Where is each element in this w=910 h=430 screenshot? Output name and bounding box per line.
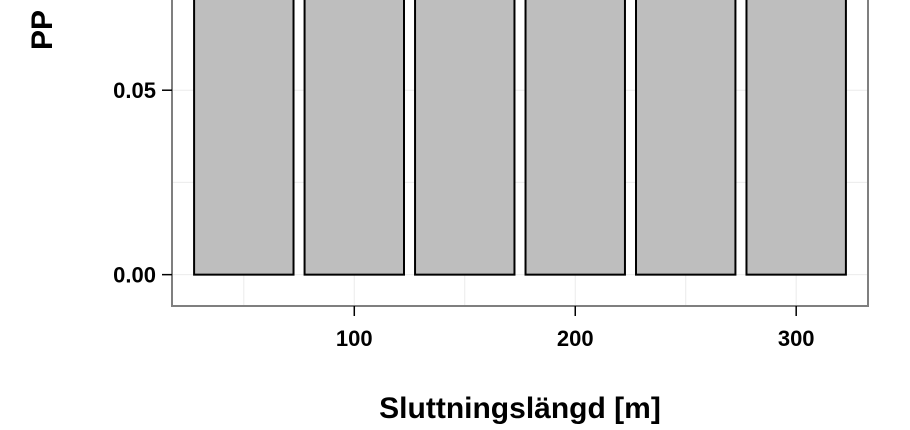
y-tick-label: 0.00 — [113, 263, 156, 288]
panel-border — [171, 0, 869, 307]
bars — [193, 0, 847, 276]
y-tick-label: 0.05 — [113, 78, 156, 103]
x-tick-label: 300 — [778, 326, 815, 351]
bar — [524, 0, 626, 276]
y-axis-title: PP — [26, 10, 59, 50]
bar — [303, 0, 406, 276]
bar — [635, 0, 737, 276]
bar — [745, 0, 847, 276]
x-axis-title: Sluttningslängd [m] — [379, 392, 661, 425]
x-axis: 100 200 300 — [336, 306, 815, 351]
bar — [414, 0, 516, 276]
x-tick-label: 200 — [557, 326, 594, 351]
x-tick-label: 100 — [336, 326, 373, 351]
y-axis: 0.00 0.05 — [113, 78, 172, 288]
bar — [193, 0, 295, 276]
